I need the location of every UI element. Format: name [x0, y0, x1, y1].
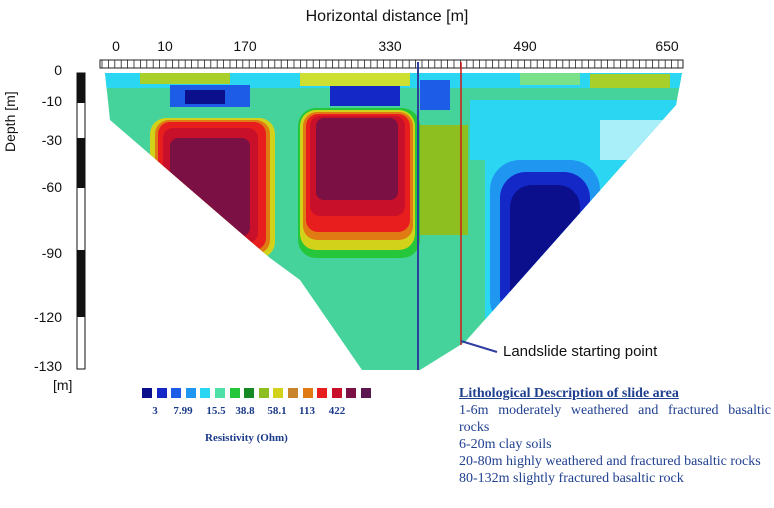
x-tick-label: 490: [513, 38, 537, 54]
landslide-annotation: Landslide starting point: [503, 343, 658, 360]
y-tick-label: -10: [41, 93, 62, 109]
lithology-item: 6-20m clay soils: [459, 437, 552, 452]
legend-swatch: [361, 388, 371, 398]
legend-swatch: [346, 388, 357, 398]
lithology-item: 20-80m highly weathered and fractured ba…: [459, 454, 761, 469]
legend-swatch: [229, 388, 240, 398]
legend-swatch: [273, 388, 284, 398]
legend-swatch: [317, 388, 328, 398]
legend-swatch: [215, 388, 225, 398]
x-tick-label: 0: [112, 38, 120, 54]
depth-scale-bar: [76, 72, 86, 370]
lithology-description: Lithological Description of slide area 1…: [459, 385, 771, 487]
legend-value: 422: [328, 405, 346, 417]
legend-swatch: [171, 388, 182, 398]
lithology-item: 1-6m moderately weathered and fractured …: [459, 403, 771, 435]
legend-value: 113: [299, 405, 315, 417]
y-tick-label: -90: [41, 245, 62, 261]
annotation-pointer: [460, 340, 498, 353]
legend-swatch: [156, 388, 167, 398]
legend-swatch: [244, 388, 255, 398]
y-tick-label: -130: [33, 358, 62, 374]
legend-swatch: [200, 388, 211, 398]
legend-title: Resistivity (Ohm): [205, 432, 288, 444]
x-tick-label: 650: [655, 38, 679, 54]
horizontal-axis-title: Horizontal distance [m]: [305, 8, 469, 25]
y-tick-label: 0: [54, 62, 62, 78]
x-tick-label: 330: [378, 38, 402, 54]
x-tick-label: 170: [233, 38, 257, 54]
legend-value: 7.99: [173, 405, 193, 417]
x-tick-label: 10: [157, 38, 173, 54]
resistivity-tomogram: [105, 73, 682, 370]
legend-swatch: [185, 388, 196, 398]
legend-swatch: [258, 388, 269, 398]
lithology-heading: Lithological Description of slide area: [459, 386, 679, 401]
y-tick-label: -60: [41, 179, 62, 195]
legend-swatch: [288, 388, 298, 398]
legend-swatch: [302, 388, 313, 398]
legend-value: 58.1: [267, 405, 287, 417]
legend-value: 38.8: [235, 405, 255, 417]
y-tick-label: -30: [41, 132, 62, 148]
legend-value: 15.5: [206, 405, 226, 417]
legend-swatch: [331, 388, 342, 398]
legend-value: 3: [152, 405, 158, 417]
y-tick-label: -120: [33, 309, 62, 325]
legend-swatch: [142, 388, 152, 398]
distance-ruler: [99, 59, 684, 69]
depth-unit-label: [m]: [53, 377, 73, 393]
lithology-item: 80-132m slightly fractured basaltic rock: [459, 471, 684, 486]
